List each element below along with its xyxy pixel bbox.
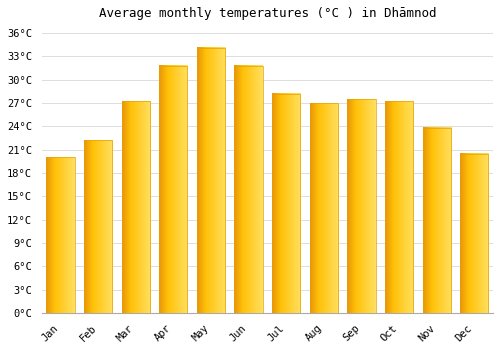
Bar — [460, 154, 488, 313]
Bar — [46, 158, 74, 313]
Bar — [234, 66, 262, 313]
Title: Average monthly temperatures (°C ) in Dhāmnod: Average monthly temperatures (°C ) in Dh… — [98, 7, 436, 20]
Bar — [348, 99, 376, 313]
Bar — [197, 48, 225, 313]
Bar — [310, 103, 338, 313]
Bar — [84, 140, 112, 313]
Bar — [122, 102, 150, 313]
Bar — [385, 102, 413, 313]
Bar — [159, 66, 188, 313]
Bar — [422, 128, 450, 313]
Bar — [272, 94, 300, 313]
